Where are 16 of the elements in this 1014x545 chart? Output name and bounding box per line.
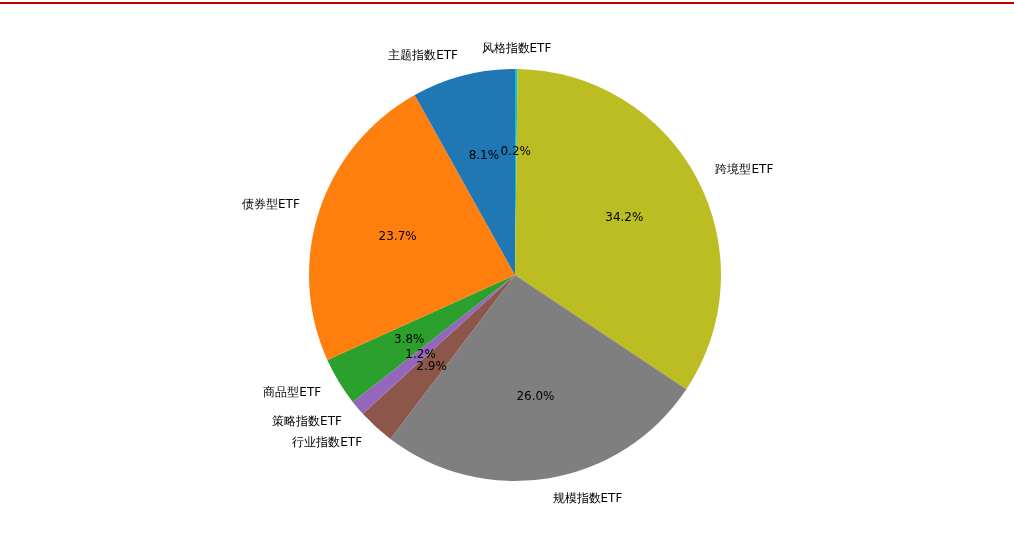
pie-slice [390, 275, 687, 481]
slice-label: 债券型ETF [241, 196, 300, 211]
data-label: 23.7% [378, 228, 417, 243]
data-label: 3.8% [394, 331, 425, 346]
slice-label: 商品型ETF [263, 384, 322, 399]
slice-label: 跨境型ETF [715, 161, 774, 176]
slice-label: 主题指数ETF [388, 48, 459, 63]
pie-slice [362, 275, 515, 440]
data-label: 8.1% [468, 147, 500, 162]
slice-label: 行业指数ETF [292, 434, 363, 449]
slice-label: 规模指数ETF [552, 490, 623, 505]
data-label: 34.2% [605, 209, 644, 224]
pie-slice [327, 275, 515, 402]
slice-label: 风格指数ETF [481, 40, 552, 55]
slice-label: 策略指数ETF [272, 413, 342, 428]
data-label: 26.0% [516, 389, 555, 404]
